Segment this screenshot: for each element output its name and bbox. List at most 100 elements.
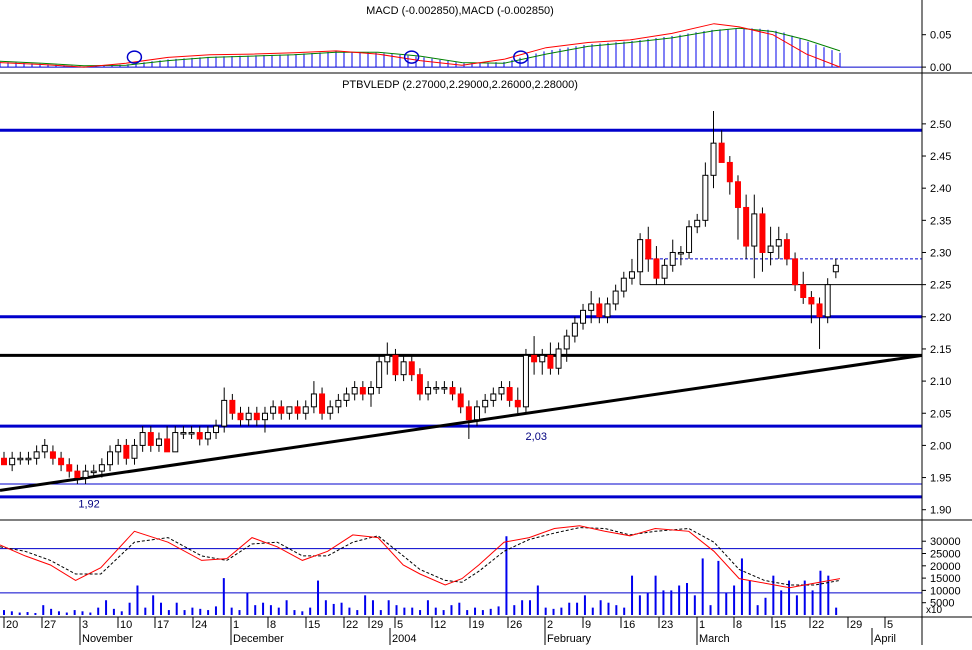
candle-body [237,412,244,421]
candle-body [628,271,635,279]
y-tick-label: 20000 [930,561,961,573]
y-tick-label: 1.95 [930,473,951,485]
candle-body [767,245,774,253]
macd-circle-marker [126,50,143,64]
x-tick-label: 5 [887,619,893,631]
y-tick-label: 2.25 [930,280,951,292]
candle-body [800,284,807,298]
candle-body [783,239,790,260]
y-tick-label: 0.00 [930,62,951,74]
candle-body [58,457,65,466]
candle-body [25,457,32,461]
month-label: February [547,633,592,645]
candle-body [98,464,105,472]
candle-body [816,303,823,318]
candle-body [425,387,432,395]
macd-signal-line [0,27,841,67]
candle-body [645,239,652,260]
candle-body [294,406,301,414]
y-tick-label: 2.00 [930,440,951,452]
x-tick-label: 5 [397,619,403,631]
candle-body [400,361,407,376]
x-tick-label: 8 [736,619,742,631]
candle-body [563,335,570,350]
candle-body [588,303,595,311]
candle-body [164,438,171,453]
candle-body [302,406,309,414]
candle-body [180,432,187,435]
x-tick-label: 29 [850,619,862,631]
candle-body [204,432,211,440]
candle-body [286,406,293,414]
candle-body [107,451,114,466]
candle-body [449,387,456,395]
candle-body [474,406,481,421]
candle-body [710,142,717,176]
candle-body [327,406,334,414]
candle-body [482,399,489,408]
candle-body [376,361,383,389]
x-tick-label: 16 [623,619,635,631]
candle-body [686,226,693,253]
candle-body [155,438,162,446]
candle-body [832,264,839,273]
candle-body [612,290,619,305]
candle-body [596,303,603,318]
x-tick-label: 22 [346,619,358,631]
y-tick-label: 2.30 [930,247,951,259]
price-annotation: 2,03 [526,431,547,443]
candle-body [90,470,97,474]
candle-body [718,142,725,163]
candle-body [213,425,220,434]
candle-body [416,374,423,395]
candle-body [620,277,627,292]
x-tick-label: 1 [699,619,705,631]
y-tick-label: 10000 [930,585,961,597]
x-tick-label: 9 [585,619,591,631]
price-panel: 2.50 2.45 2.40 2.35 2.30 2.25 2.20 2.15 2.10 2.05… [0,111,951,517]
candle-body [702,174,709,221]
y-tick-label: 25000 [930,549,961,561]
x-tick-label: 29 [371,619,383,631]
price-title: PTBVLEDP (2.27000,2.29000,2.26000,2.2800… [342,79,578,91]
candle-body [9,457,16,466]
candle-body [604,303,611,318]
candle-body [457,393,464,408]
candle-body [335,399,342,408]
y-tick-label: 2.40 [930,183,951,195]
candle-body [147,432,154,446]
candle-body [661,264,668,279]
y-tick-label: 1.90 [930,505,951,517]
x-tick-label: 2 [547,619,553,631]
y-tick-label: 0.05 [930,30,951,42]
candle-body [367,387,374,395]
candle-body [188,432,195,435]
candle-body [359,387,366,395]
candle-body [514,399,521,408]
candle-body [824,284,831,318]
candle-body [229,399,236,414]
candle-body [571,322,578,337]
candle-body [547,354,554,369]
candle-body [555,348,562,369]
x-tick-label: 20 [6,619,18,631]
candle-body [441,387,448,390]
candle-body [123,444,130,459]
candle-body [580,309,587,324]
candle-body [637,239,644,273]
x-tick-label: 17 [157,619,169,631]
candle-body [743,206,750,247]
candle-body [196,432,203,440]
candle-body [653,258,660,279]
candle-body [82,470,89,479]
candle-body [522,354,529,408]
candle-body [498,387,505,395]
candle-body [17,457,24,461]
macd-circle-marker [513,50,529,64]
candle-body [669,251,676,266]
candle-body [792,258,799,286]
candle-body [531,354,538,363]
